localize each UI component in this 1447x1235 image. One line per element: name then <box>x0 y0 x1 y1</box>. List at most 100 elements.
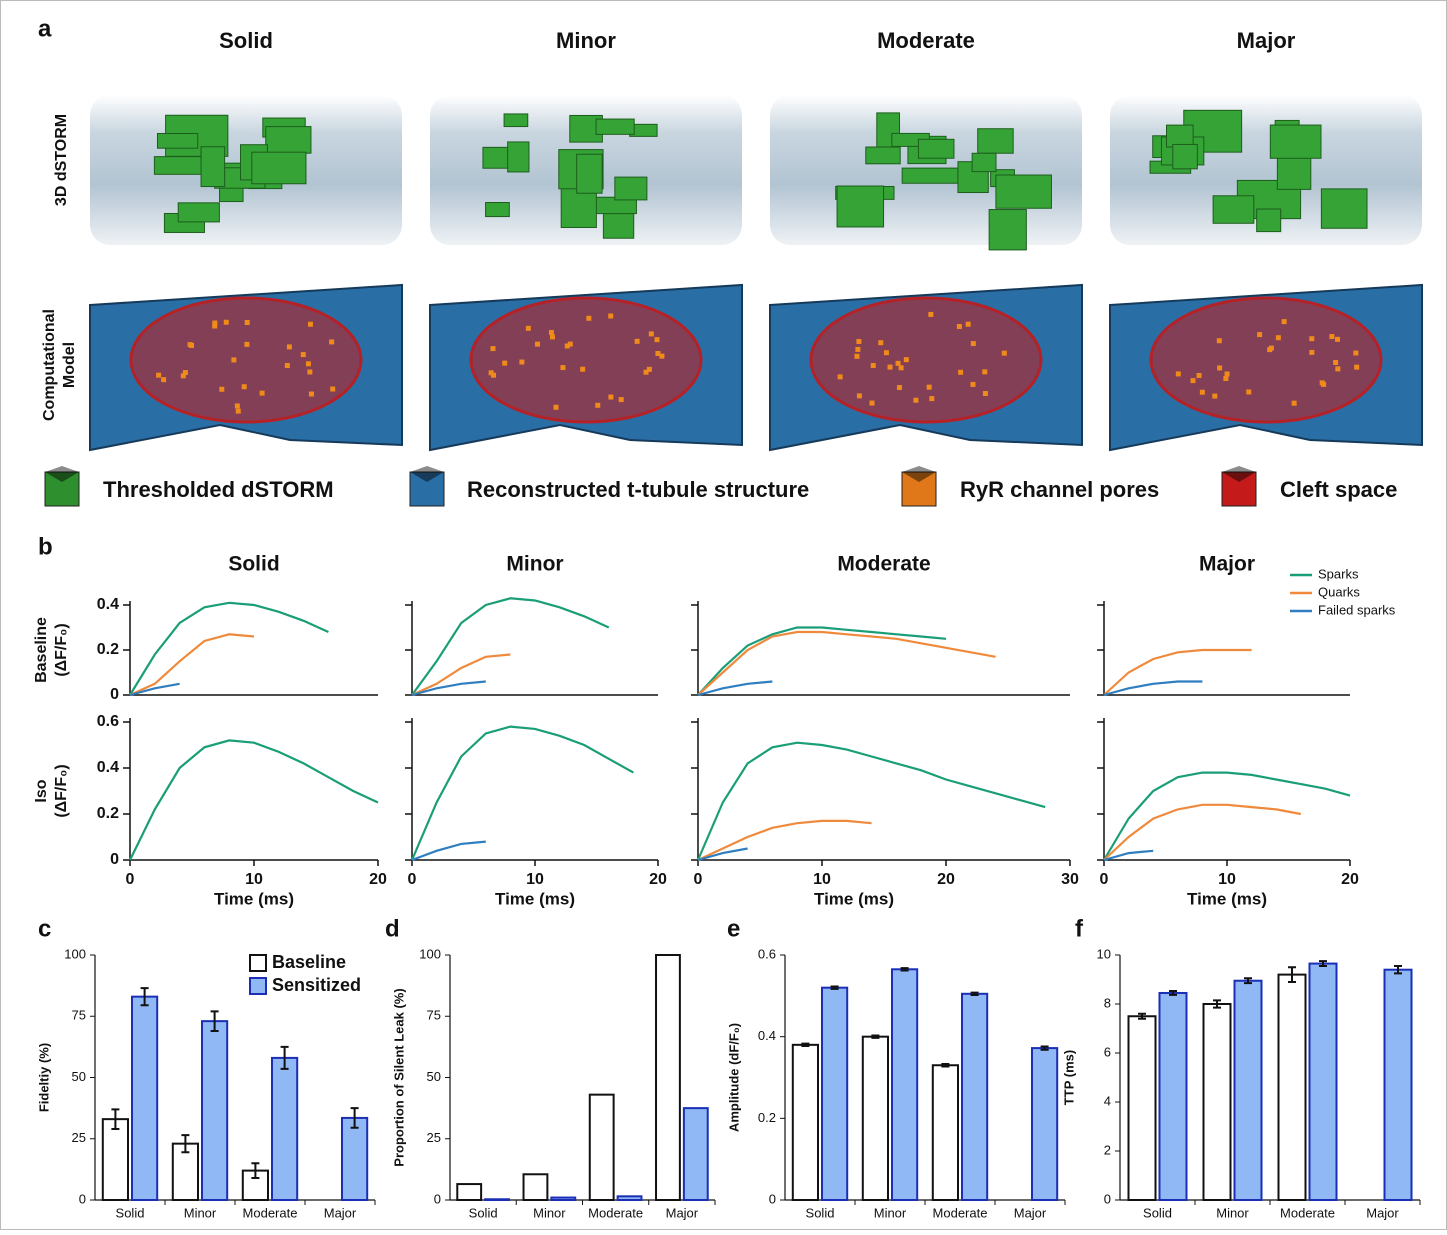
ryr-pore <box>1354 365 1359 370</box>
x-tick-label: Minor <box>1216 1205 1249 1220</box>
y-tick-label: 0.2 <box>97 805 119 822</box>
dstorm-cluster <box>508 142 529 172</box>
panel-label: e <box>727 915 740 942</box>
ryr-pore <box>855 347 860 352</box>
ryr-pore <box>1320 380 1325 385</box>
ryr-pore <box>161 377 166 382</box>
x-tick-label: 20 <box>369 871 387 888</box>
dstorm-cluster <box>978 129 1013 154</box>
ryr-pore <box>550 334 555 339</box>
x-tick-label: Moderate <box>933 1205 988 1220</box>
column-title: Solid <box>219 28 273 53</box>
ryr-pore <box>188 342 193 347</box>
ryr-pore <box>1217 365 1222 370</box>
ryr-pore <box>1176 371 1181 376</box>
y-tick-label: 4 <box>1104 1093 1111 1108</box>
x-tick-label: 10 <box>1218 871 1236 888</box>
ryr-pore <box>608 395 613 400</box>
dstorm-cluster <box>996 175 1052 208</box>
legend-label: Reconstructed t-tubule structure <box>467 477 809 502</box>
bar <box>132 997 157 1200</box>
ryr-pore <box>1223 376 1228 381</box>
ryr-pore <box>1282 319 1287 324</box>
y-tick-label: 100 <box>64 946 86 961</box>
ryr-pore <box>287 344 292 349</box>
y-tick-label: 50 <box>427 1069 441 1084</box>
ryr-pore <box>219 387 224 392</box>
ryr-pore <box>260 391 265 396</box>
ryr-pore <box>913 398 918 403</box>
bar <box>103 1119 128 1200</box>
ryr-pore <box>1335 337 1340 342</box>
x-tick-label: Minor <box>184 1205 217 1220</box>
y-tick-label: 0.2 <box>758 1110 776 1125</box>
ryr-pore <box>619 397 624 402</box>
ryr-pore <box>490 346 495 351</box>
figure: abcdefSolidMinorModerateMajor3D dSTORMCo… <box>0 0 1447 1230</box>
y-tick-label: 75 <box>427 1008 441 1023</box>
x-tick-label: Minor <box>874 1205 907 1220</box>
ryr-pore <box>549 330 554 335</box>
dstorm-cluster <box>989 210 1026 250</box>
legend-label: Failed sparks <box>1318 602 1396 617</box>
ryr-pore <box>635 339 640 344</box>
cleft-space <box>1151 298 1381 422</box>
ryr-pore <box>904 357 909 362</box>
bar <box>933 1065 958 1200</box>
ryr-pore <box>1335 366 1340 371</box>
ryr-pore <box>1257 332 1262 337</box>
dstorm-cluster <box>201 147 225 187</box>
ryr-pore <box>1225 371 1230 376</box>
x-tick-label: Moderate <box>588 1205 643 1220</box>
x-axis-label: Time (ms) <box>214 889 294 908</box>
ryr-pore <box>586 316 591 321</box>
x-tick-label: 20 <box>937 871 955 888</box>
y-axis-label: Proportion of Silent Leak (%) <box>391 988 406 1166</box>
legend-label: Thresholded dSTORM <box>103 477 334 502</box>
dstorm-cluster <box>504 114 528 127</box>
x-tick-label: 0 <box>1100 871 1109 888</box>
legend-label: Quarks <box>1318 584 1360 599</box>
x-tick-label: Major <box>666 1205 699 1220</box>
dstorm-cluster <box>1167 125 1194 147</box>
ryr-pore <box>244 342 249 347</box>
y-tick-label: 0 <box>110 851 119 868</box>
bar <box>1160 993 1187 1200</box>
ryr-pore <box>595 403 600 408</box>
dstorm-cluster <box>866 147 900 164</box>
x-tick-label: 30 <box>1061 871 1079 888</box>
ryr-pore <box>856 339 861 344</box>
ryr-pore <box>983 391 988 396</box>
y-tick-label: 0.2 <box>97 641 119 658</box>
dstorm-cluster <box>837 186 883 227</box>
ryr-pore <box>870 401 875 406</box>
ryr-pore <box>212 321 217 326</box>
y-axis-label: Baseline <box>33 617 50 683</box>
legend-label: Sensitized <box>272 975 361 995</box>
ryr-pore <box>927 385 932 390</box>
ryr-pore <box>308 322 313 327</box>
dstorm-cluster <box>902 168 963 183</box>
ryr-pore <box>235 403 240 408</box>
ryr-pore <box>971 341 976 346</box>
y-tick-label: 0.4 <box>97 759 119 776</box>
dstorm-cluster <box>157 134 197 149</box>
row-label: 3D dSTORM <box>53 114 70 206</box>
ryr-pore <box>897 385 902 390</box>
x-axis-label: Time (ms) <box>495 889 575 908</box>
ryr-pore <box>183 370 188 375</box>
x-axis-label: Time (ms) <box>814 889 894 908</box>
dstorm-cluster <box>972 153 996 171</box>
ryr-pore <box>1309 336 1314 341</box>
y-tick-label: 0.4 <box>97 596 119 613</box>
dstorm-cluster <box>918 139 954 158</box>
bar <box>1310 964 1337 1200</box>
ryr-pore <box>655 351 660 356</box>
y-tick-label: 25 <box>427 1130 441 1145</box>
bar <box>1204 1004 1231 1200</box>
ryr-pore <box>309 392 314 397</box>
x-tick-label: Moderate <box>1280 1205 1335 1220</box>
dstorm-cluster <box>266 127 311 154</box>
bar <box>342 1118 367 1200</box>
dstorm-cluster <box>1257 209 1281 232</box>
